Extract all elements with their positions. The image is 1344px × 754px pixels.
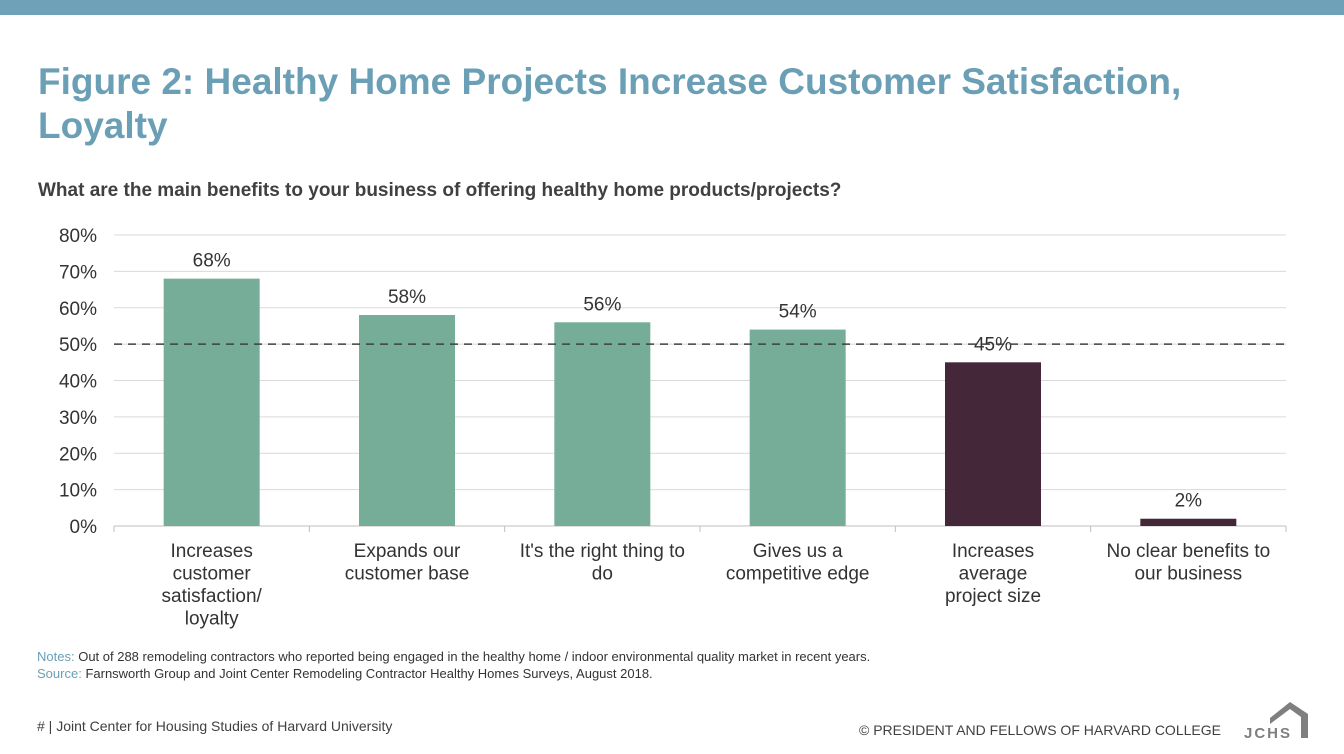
data-label: 54% [779, 302, 817, 323]
bar [1140, 518, 1237, 526]
logo-text: JCHS [1244, 725, 1292, 742]
y-tick-label: 20% [59, 444, 97, 465]
data-label: 58% [388, 287, 426, 308]
top-accent-bar [0, 0, 1344, 15]
bar-chart: 0% 10% 20% 30% 40% 50% 60% 70% 80% 68% Increases cu… [59, 226, 1287, 630]
source-text: Farnsworth Group and Joint Center Remode… [85, 666, 653, 681]
category-label: Gives us a competitive edge [726, 541, 870, 585]
category-label: Increases customer satisfaction/loyalty [162, 541, 263, 630]
y-tick-label: 30% [59, 408, 97, 429]
category-label: It's the right thing to do [520, 541, 685, 585]
data-label: 45% [974, 334, 1012, 355]
data-label: 56% [583, 294, 621, 315]
y-tick-label: 0% [70, 517, 98, 538]
data-label: 68% [193, 251, 231, 272]
category-label: No clear benefits to our business [1106, 541, 1270, 585]
category-label: Increases average project size [945, 541, 1041, 607]
y-tick-label: 50% [59, 335, 97, 356]
footer-org-name: # | Joint Center for Housing Studies of … [37, 718, 393, 734]
notes-block: Notes: Out of 288 remodeling contractors… [37, 648, 870, 682]
jchs-logo: JCHS [1244, 702, 1308, 742]
y-tick-label: 60% [59, 299, 97, 320]
y-tick-label: 10% [59, 481, 97, 502]
y-tick-label: 70% [59, 262, 97, 283]
notes-line: Notes: Out of 288 remodeling contractors… [37, 648, 870, 665]
bar [554, 322, 651, 526]
bar [749, 329, 846, 526]
notes-label: Notes: [37, 649, 75, 664]
bar [945, 362, 1041, 526]
chart-subtitle: What are the main benefits to your busin… [38, 180, 842, 201]
page-title: Figure 2: Healthy Home Projects Increase… [38, 61, 1182, 146]
category-label: Expands our customer base [345, 541, 470, 585]
bar [163, 278, 260, 526]
y-tick-label: 80% [59, 226, 97, 247]
source-line: Source: Farnsworth Group and Joint Cente… [37, 665, 870, 682]
notes-text: Out of 288 remodeling contractors who re… [78, 649, 871, 664]
y-tick-label: 40% [59, 372, 97, 393]
footer-copyright: © PRESIDENT AND FELLOWS OF HARVARD COLLE… [859, 722, 1221, 738]
data-label: 2% [1175, 491, 1203, 512]
source-label: Source: [37, 666, 82, 681]
bar [359, 315, 455, 526]
